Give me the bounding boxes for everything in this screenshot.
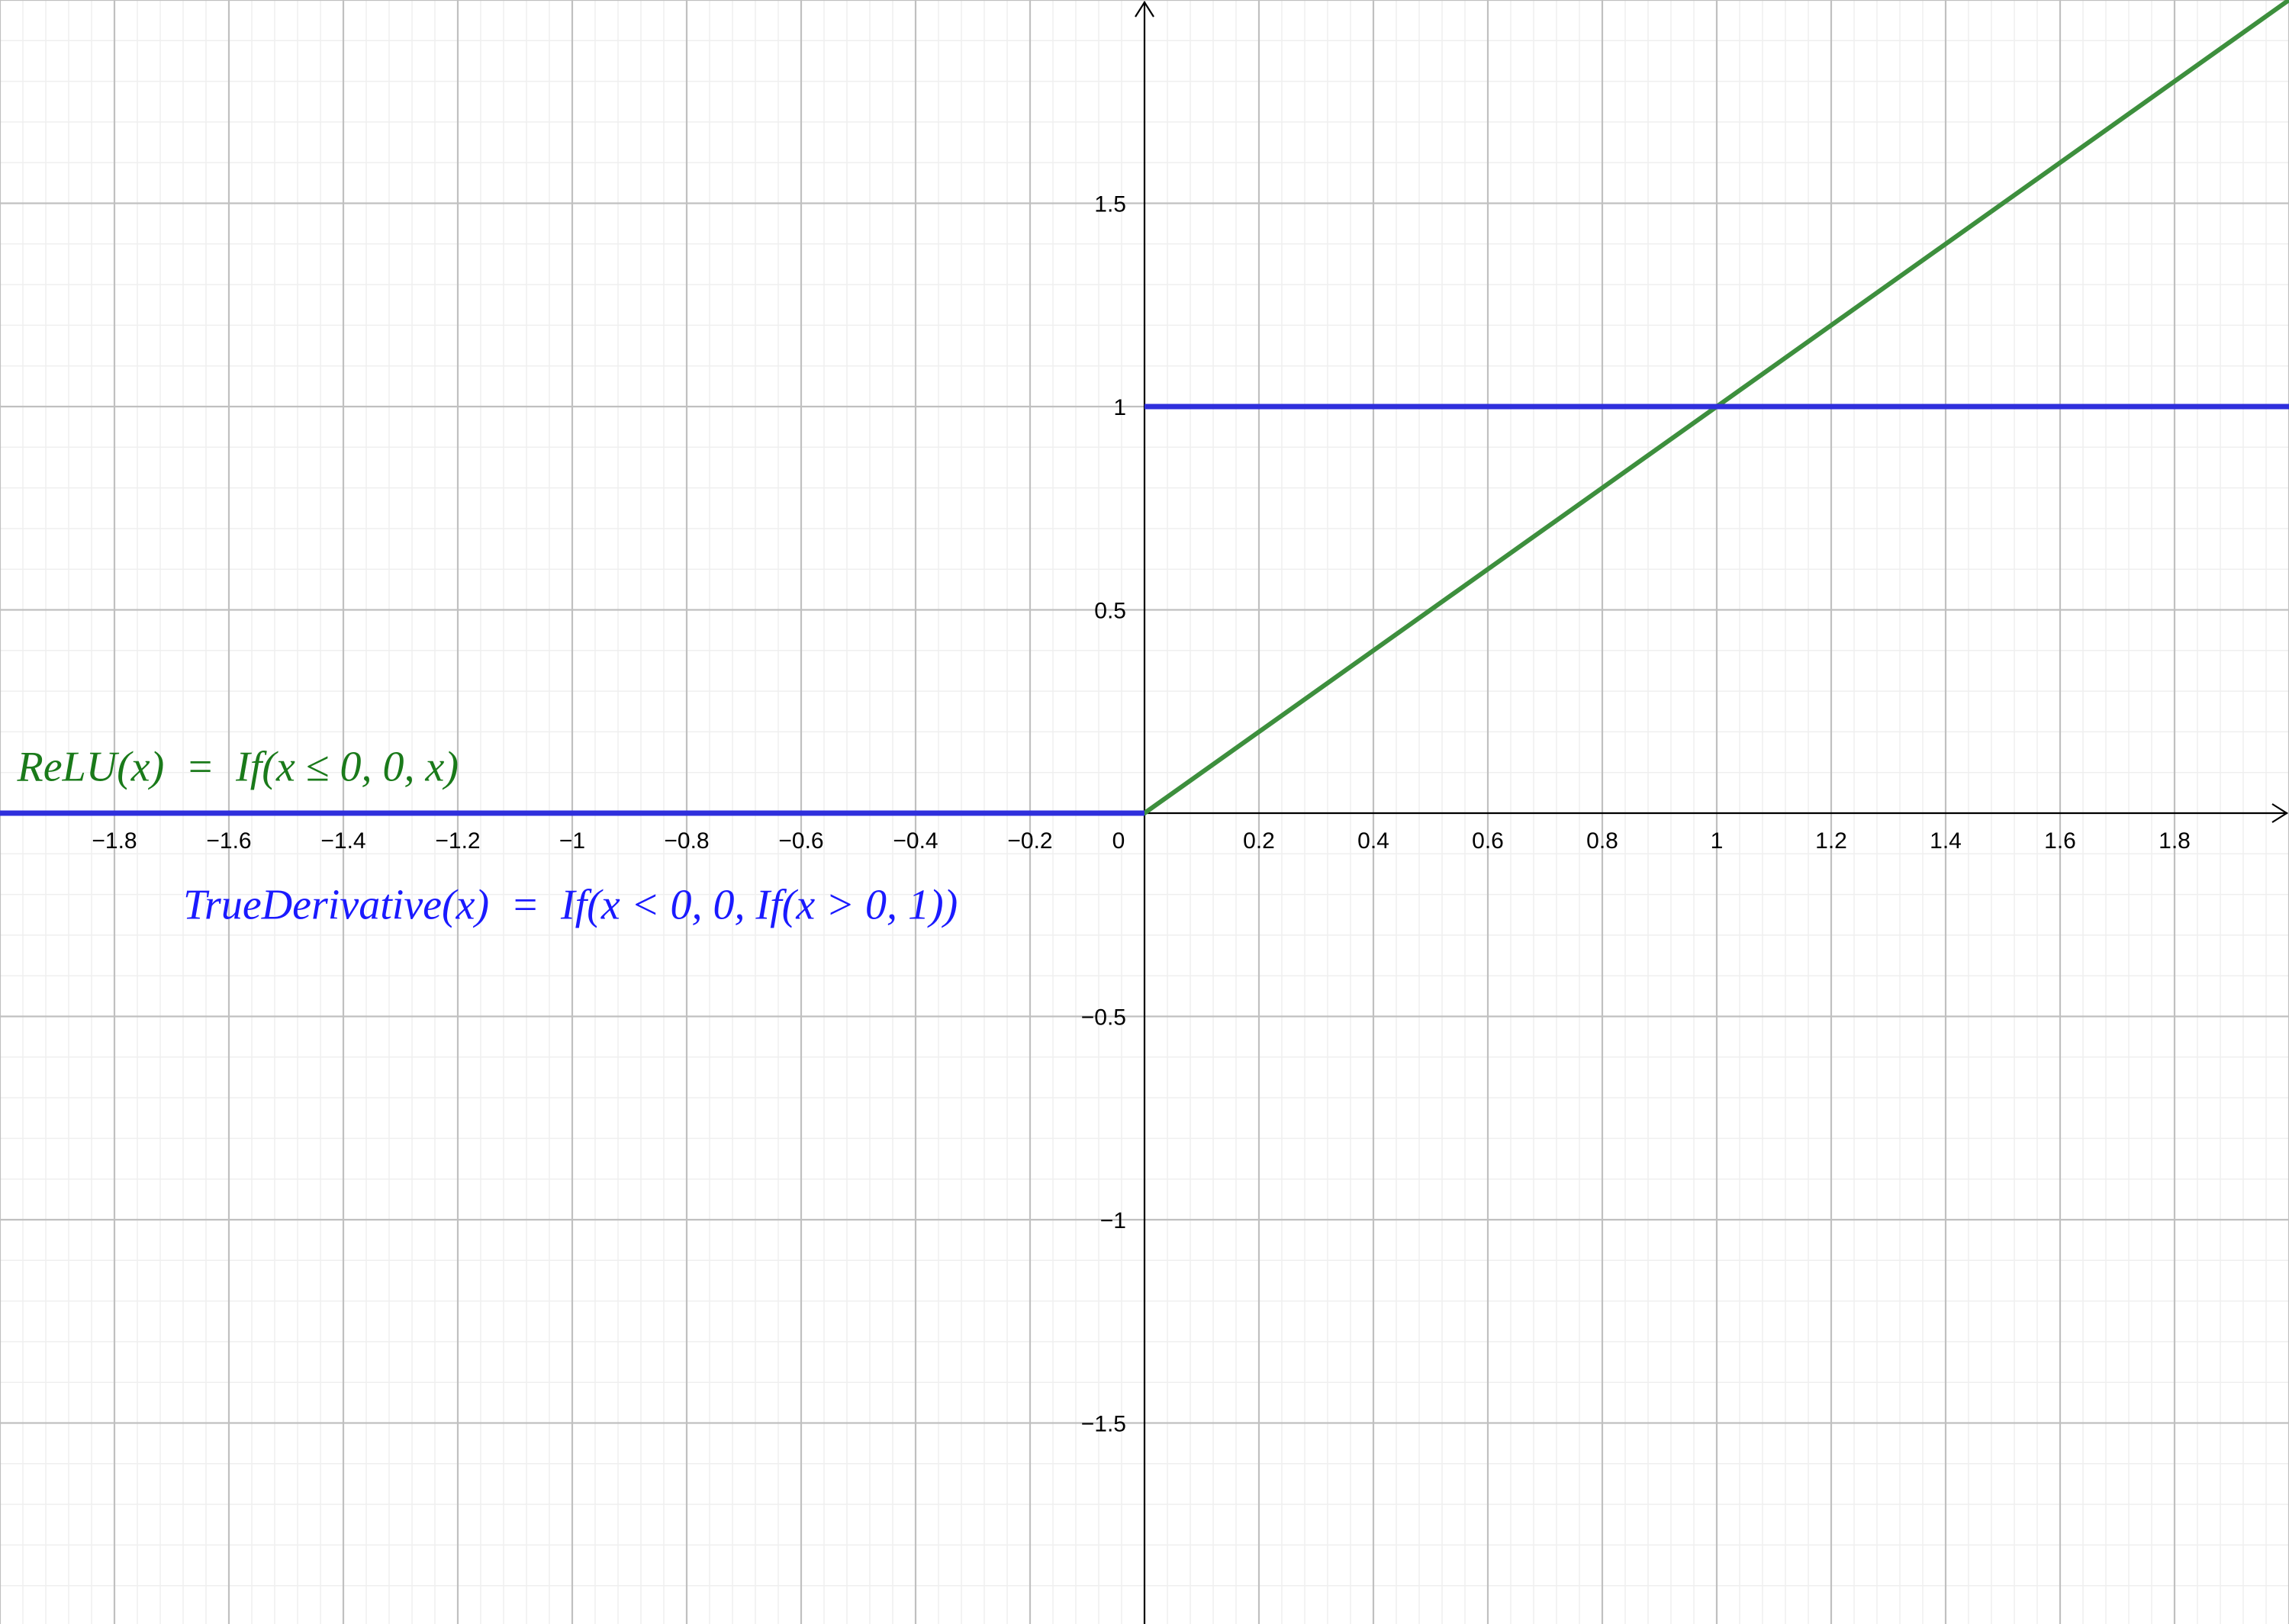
relu-formula-label: ReLU(x) = If(x ≤ 0, 0, x) [17, 743, 459, 790]
x-tick-label: −0.8 [664, 828, 709, 854]
y-tick-label: −1 [1100, 1208, 1126, 1233]
y-tick-label: 1.5 [1094, 192, 1126, 217]
tick-labels: −1.8 −1.6 −1.4 −1.2 −1 −0.8 −0.6 −0.4 −0.2 0 0.2 0.… [92, 192, 2190, 1437]
x-tick-label: 1 [1711, 828, 1724, 854]
y-axis-arrow [1135, 0, 1154, 18]
x-tick-label: 1.6 [2044, 828, 2076, 854]
x-axis-arrow [2271, 803, 2289, 823]
x-tick-label: −0.4 [893, 828, 938, 854]
x-tick-label: 0.8 [1586, 828, 1618, 854]
x-tick-label: −1.4 [320, 828, 365, 854]
x-tick-label: 0.4 [1357, 828, 1389, 854]
x-tick-label: −1.8 [92, 828, 137, 854]
y-tick-label: 0.5 [1094, 599, 1126, 624]
x-tick-label: 1.2 [1815, 828, 1847, 854]
x-tick-label: −0.6 [778, 828, 823, 854]
y-tick-label: −0.5 [1081, 1005, 1126, 1031]
x-tick-label: 0.6 [1472, 828, 1504, 854]
y-tick-label: −1.5 [1081, 1412, 1126, 1437]
x-tick-label: 0 [1112, 828, 1125, 854]
x-tick-label: 1.4 [1930, 828, 1962, 854]
series-layer [0, 0, 2289, 816]
x-tick-label: −1.2 [435, 828, 480, 854]
x-tick-label: −1 [559, 828, 585, 854]
x-tick-label: 0.2 [1243, 828, 1275, 854]
true-derivative-formula-label: TrueDerivative(x) = If(x < 0, 0, If(x > … [183, 882, 958, 929]
formula-annotations: ReLU(x) = If(x ≤ 0, 0, x) TrueDerivative(… [17, 743, 958, 928]
y-tick-label: 1 [1113, 395, 1126, 420]
x-tick-label: 1.8 [2159, 828, 2191, 854]
x-tick-label: −1.6 [206, 828, 251, 854]
x-tick-label: −0.2 [1007, 828, 1052, 854]
